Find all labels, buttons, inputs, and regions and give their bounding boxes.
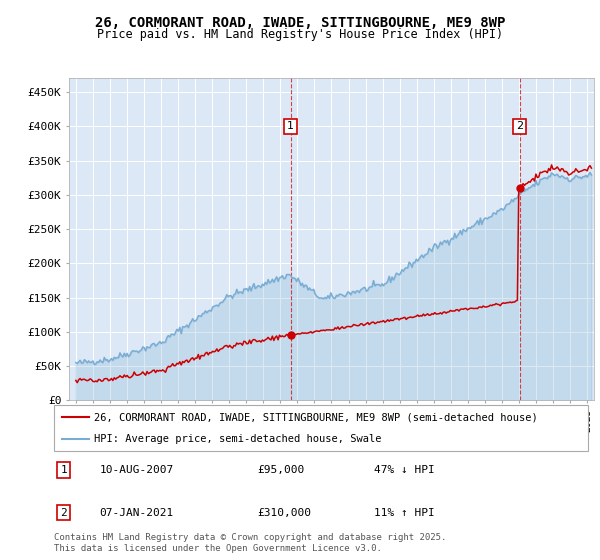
Text: 1: 1 [287, 122, 294, 132]
Text: £310,000: £310,000 [257, 507, 311, 517]
Text: 2: 2 [516, 122, 523, 132]
Text: 07-JAN-2021: 07-JAN-2021 [100, 507, 173, 517]
Text: 26, CORMORANT ROAD, IWADE, SITTINGBOURNE, ME9 8WP: 26, CORMORANT ROAD, IWADE, SITTINGBOURNE… [95, 16, 505, 30]
Text: 2: 2 [60, 507, 67, 517]
Text: 47% ↓ HPI: 47% ↓ HPI [374, 465, 435, 475]
Text: £95,000: £95,000 [257, 465, 304, 475]
Text: Contains HM Land Registry data © Crown copyright and database right 2025.
This d: Contains HM Land Registry data © Crown c… [54, 533, 446, 553]
Text: HPI: Average price, semi-detached house, Swale: HPI: Average price, semi-detached house,… [94, 435, 382, 444]
Text: 11% ↑ HPI: 11% ↑ HPI [374, 507, 435, 517]
Text: 10-AUG-2007: 10-AUG-2007 [100, 465, 173, 475]
Text: 26, CORMORANT ROAD, IWADE, SITTINGBOURNE, ME9 8WP (semi-detached house): 26, CORMORANT ROAD, IWADE, SITTINGBOURNE… [94, 412, 538, 422]
Text: Price paid vs. HM Land Registry's House Price Index (HPI): Price paid vs. HM Land Registry's House … [97, 28, 503, 41]
FancyBboxPatch shape [54, 405, 588, 451]
Text: 1: 1 [60, 465, 67, 475]
